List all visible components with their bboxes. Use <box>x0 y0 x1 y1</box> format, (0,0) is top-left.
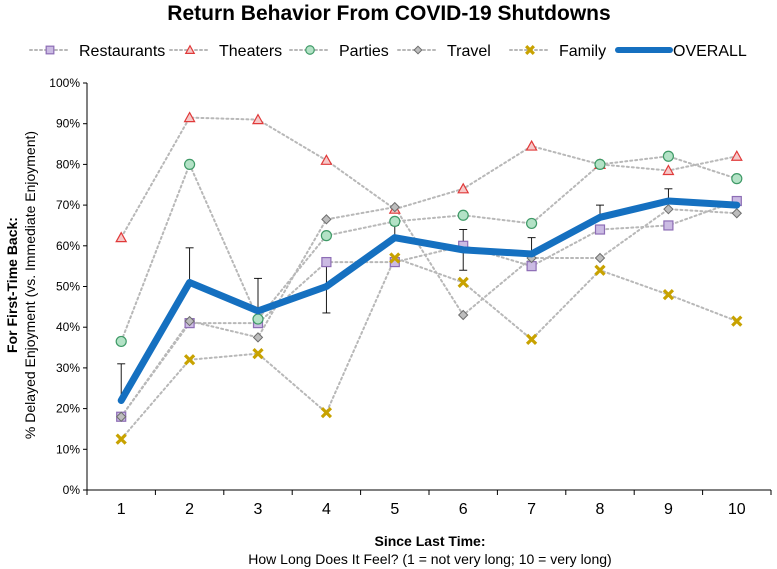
y-axis-title: For First-Time Back: <box>4 217 20 353</box>
series-line-restaurants <box>120 200 738 418</box>
point-theaters <box>251 113 265 125</box>
point-family <box>662 289 675 301</box>
point-travel <box>731 208 743 219</box>
legend-marker <box>184 44 196 55</box>
x-tick-label: 6 <box>459 501 468 518</box>
point-parties <box>115 335 127 348</box>
y-tick-label: 100% <box>49 76 80 90</box>
point-theaters <box>730 150 743 161</box>
y-tick-label: 80% <box>56 157 80 171</box>
point-family <box>183 354 196 366</box>
point-family <box>731 315 743 327</box>
point-travel <box>321 214 332 225</box>
point-parties <box>457 209 469 221</box>
x-tick-label: 4 <box>322 501 331 518</box>
point-family <box>115 433 127 445</box>
point-theaters <box>183 111 196 123</box>
series-line-parties <box>120 155 738 343</box>
legend-marker <box>413 45 423 55</box>
point-parties <box>662 150 675 162</box>
point-family <box>594 264 606 276</box>
point-parties <box>389 215 401 227</box>
y-tick-label: 10% <box>56 442 80 456</box>
x-axis-subtitle: How Long Does It Feel? (1 = not very lon… <box>248 551 611 567</box>
point-family <box>457 276 469 289</box>
y-tick-label: 60% <box>56 239 80 253</box>
point-family <box>252 348 264 360</box>
point-family <box>320 407 333 419</box>
legend-item-family: Family <box>509 43 606 60</box>
point-travel <box>663 203 674 215</box>
x-tick-label: 7 <box>527 501 536 518</box>
point-travel <box>457 309 469 321</box>
legend-item-travel: Travel <box>397 43 491 60</box>
legend-label: Family <box>559 43 606 60</box>
y-axis-subtitle: % Delayed Enjoyment (vs. Immediate Enjoy… <box>22 131 38 439</box>
legend-item-restaurants: Restaurants <box>29 43 165 60</box>
legend-marker <box>525 45 535 55</box>
y-tick-label: 50% <box>56 280 80 294</box>
y-tick-label: 70% <box>56 198 80 212</box>
series-line-family <box>120 256 738 441</box>
y-tick-label: 0% <box>63 483 81 497</box>
legend-item-overall: OVERALL <box>615 43 747 60</box>
x-tick-label: 3 <box>254 501 263 518</box>
x-tick-label: 9 <box>664 501 673 518</box>
point-travel <box>115 411 127 422</box>
legend-label: Parties <box>339 43 389 60</box>
x-axis: 1 2 3 4 5 6 7 8 9 10 <box>86 489 772 518</box>
x-tick-label: 2 <box>185 501 194 518</box>
x-axis-title: Since Last Time: <box>374 533 485 549</box>
point-theaters <box>662 164 675 176</box>
x-tick-label: 10 <box>728 501 746 518</box>
point-travel <box>594 252 606 264</box>
series-line-overall <box>117 197 741 404</box>
point-restaurants <box>594 224 606 235</box>
point-theaters <box>525 139 538 151</box>
point-restaurants <box>321 256 332 268</box>
point-parties <box>184 158 196 170</box>
legend-marker <box>45 45 55 55</box>
point-family <box>389 252 401 264</box>
x-tick-label: 1 <box>117 501 126 518</box>
point-parties <box>320 230 332 242</box>
y-axis: 0% 10% 20% 30% 40% 50% 60% 70% 80% 90% 100% <box>49 76 88 497</box>
point-travel <box>184 315 195 327</box>
legend: Restaurants Theaters Parties Travel Family OV… <box>29 43 747 60</box>
legend-label: Restaurants <box>79 43 165 60</box>
point-theaters <box>115 231 128 243</box>
y-tick-label: 90% <box>56 117 80 131</box>
series-line-theaters <box>120 116 738 239</box>
point-theaters <box>457 182 470 194</box>
legend-label: Travel <box>447 43 491 60</box>
point-parties <box>525 217 538 230</box>
legend-label: OVERALL <box>673 43 747 60</box>
point-travel <box>389 201 401 213</box>
y-tick-label: 30% <box>56 361 80 375</box>
x-tick-label: 8 <box>596 501 605 518</box>
point-family <box>525 333 538 346</box>
point-restaurants <box>663 220 674 231</box>
legend-item-parties: Parties <box>289 43 389 60</box>
point-parties <box>594 158 606 170</box>
point-parties <box>252 313 264 325</box>
x-tick-label: 5 <box>390 501 399 518</box>
legend-item-theaters: Theaters <box>169 43 282 60</box>
point-travel <box>252 332 264 343</box>
legend-label: Theaters <box>219 43 282 60</box>
y-tick-label: 20% <box>56 402 80 416</box>
point-parties <box>731 173 743 185</box>
chart-title: Return Behavior From COVID-19 Shutdowns <box>167 2 610 25</box>
legend-marker <box>305 45 315 55</box>
series-line-travel <box>120 206 738 418</box>
plot-area <box>115 111 743 445</box>
y-tick-label: 40% <box>56 320 80 334</box>
point-theaters <box>320 154 333 165</box>
